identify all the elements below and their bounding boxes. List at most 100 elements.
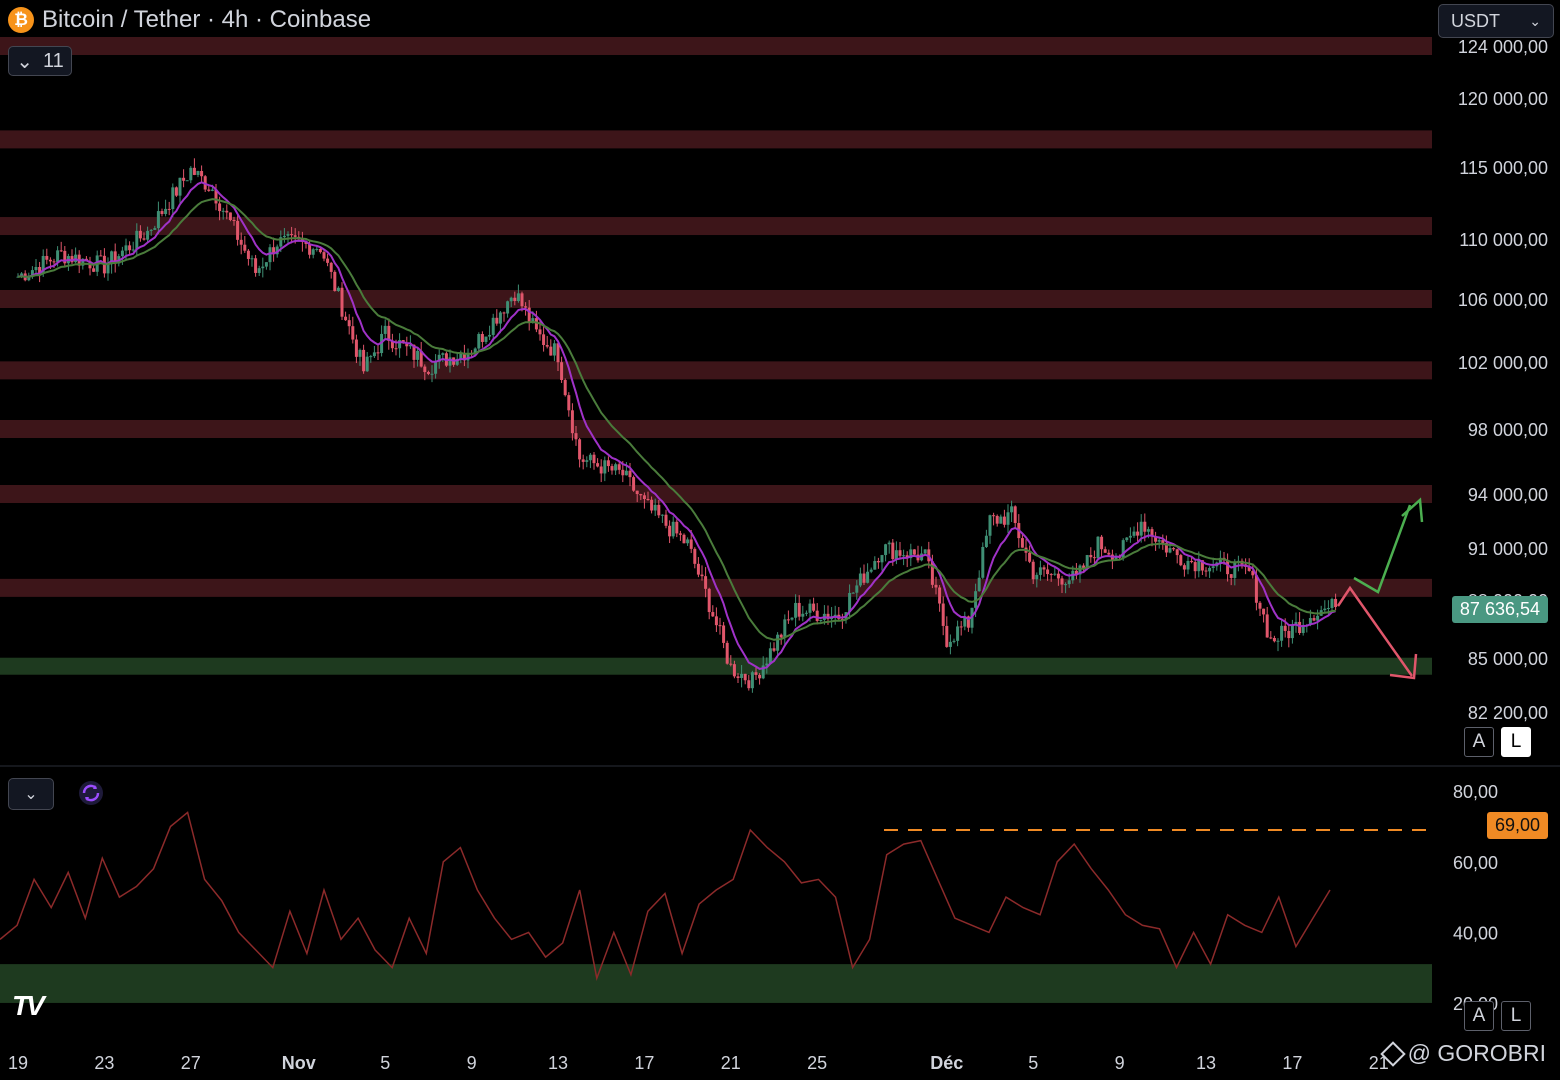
- candle-body: [1182, 565, 1186, 570]
- time-tick-label: 13: [548, 1053, 568, 1073]
- candle-body: [945, 625, 949, 647]
- currency-select[interactable]: USDT ⌄: [1438, 4, 1554, 38]
- candle-body: [592, 454, 596, 464]
- candle-body: [1280, 625, 1284, 641]
- candle-body: [761, 665, 765, 679]
- candle-body: [610, 466, 614, 471]
- support-zone: [0, 657, 1432, 675]
- resistance-zone: [0, 361, 1432, 380]
- candle-body: [1175, 549, 1179, 556]
- candle-body: [261, 266, 265, 269]
- candle-body: [434, 361, 438, 374]
- candle-body: [686, 539, 690, 544]
- ma-slow-line: [17, 198, 1336, 641]
- sync-icon[interactable]: [78, 780, 104, 806]
- candle-body: [1204, 570, 1208, 572]
- candle-body: [596, 463, 600, 467]
- log-scale-button[interactable]: L: [1501, 727, 1531, 757]
- rsi-line: [0, 811, 1331, 981]
- time-tick-label: 19: [8, 1053, 28, 1073]
- candle-body: [527, 307, 531, 323]
- candle-body: [369, 356, 373, 358]
- candle-body: [808, 603, 812, 613]
- candle-body: [1020, 538, 1024, 548]
- candle-body: [333, 271, 337, 291]
- candle-body: [603, 460, 607, 474]
- candle-body: [502, 312, 506, 314]
- candle-body: [1056, 573, 1060, 579]
- candle-body: [423, 366, 427, 373]
- candle-body: [246, 250, 250, 259]
- tradingview-logo: TV: [12, 990, 45, 1021]
- bearish-arrow-head: [1389, 653, 1418, 680]
- candle-body: [884, 544, 888, 556]
- candle-body: [1172, 548, 1176, 550]
- candle-body: [1330, 598, 1334, 608]
- candle-body: [941, 603, 945, 626]
- candle-body: [1326, 607, 1330, 609]
- candle-body: [567, 395, 571, 411]
- time-tick-label: 9: [1115, 1053, 1125, 1073]
- candle-body: [52, 261, 56, 263]
- candle-body: [268, 247, 272, 263]
- candle-body: [1046, 569, 1050, 575]
- candle-body: [804, 612, 808, 614]
- candle-body: [653, 504, 657, 511]
- rsi-auto-scale-button[interactable]: A: [1464, 1001, 1494, 1031]
- candle-body: [110, 251, 114, 265]
- watermark-text: @ GOROBRI: [1407, 1040, 1546, 1066]
- price-tick-label: 115 000,00: [1459, 158, 1548, 178]
- candle-body: [1233, 562, 1237, 578]
- candle-body: [1139, 521, 1143, 536]
- candle-body: [225, 210, 229, 213]
- candle-body: [167, 208, 171, 210]
- candle-body: [416, 350, 420, 360]
- candle-body: [966, 616, 970, 628]
- candle-body: [1186, 560, 1190, 570]
- candle-body: [1067, 580, 1071, 585]
- candle-body: [1064, 584, 1068, 586]
- resistance-zone: [0, 485, 1432, 503]
- zones-layer: [0, 37, 1432, 1003]
- candle-body: [1085, 555, 1089, 569]
- time-tick-label: 5: [1028, 1053, 1038, 1073]
- candle-body: [696, 563, 700, 575]
- candle-body: [156, 211, 160, 229]
- chart-title[interactable]: ₿ Bitcoin / Tether · 4h · Coinbase: [8, 6, 371, 34]
- candle-body: [340, 287, 344, 317]
- candle-body: [394, 348, 398, 350]
- candle-body: [257, 268, 261, 273]
- candle-body: [772, 648, 776, 651]
- candle-body: [617, 464, 621, 470]
- candle-body: [675, 521, 679, 534]
- candle-body: [498, 312, 502, 324]
- candle-body: [671, 521, 675, 537]
- candle-body: [138, 230, 142, 239]
- candle-body: [286, 234, 290, 236]
- indicators-toggle-button[interactable]: ⌄ 11: [8, 46, 72, 76]
- candle-body: [977, 577, 981, 592]
- candle-body: [563, 380, 567, 396]
- candle-body: [1125, 537, 1129, 541]
- candle-body: [588, 454, 592, 461]
- candle-body: [826, 613, 830, 620]
- candle-body: [779, 634, 783, 638]
- candle-body: [347, 320, 351, 327]
- candle-body: [218, 203, 222, 212]
- price-tick-label: 98 000,00: [1468, 420, 1548, 440]
- rsi-collapse-button[interactable]: ⌄: [8, 778, 54, 810]
- candle-body: [560, 362, 564, 381]
- rsi-log-scale-button[interactable]: L: [1501, 1001, 1531, 1031]
- auto-scale-button[interactable]: A: [1464, 727, 1494, 757]
- candle-body: [412, 344, 416, 360]
- candle-body: [639, 494, 643, 496]
- candle-body: [135, 230, 139, 250]
- candle-body: [1107, 552, 1111, 555]
- candle-body: [815, 610, 819, 621]
- candle-body: [1290, 625, 1294, 639]
- moving-averages-layer: [17, 181, 1336, 670]
- candle-body: [1082, 565, 1086, 569]
- candle-body: [840, 618, 844, 620]
- candle-body: [912, 549, 916, 555]
- candle-body: [1143, 521, 1147, 532]
